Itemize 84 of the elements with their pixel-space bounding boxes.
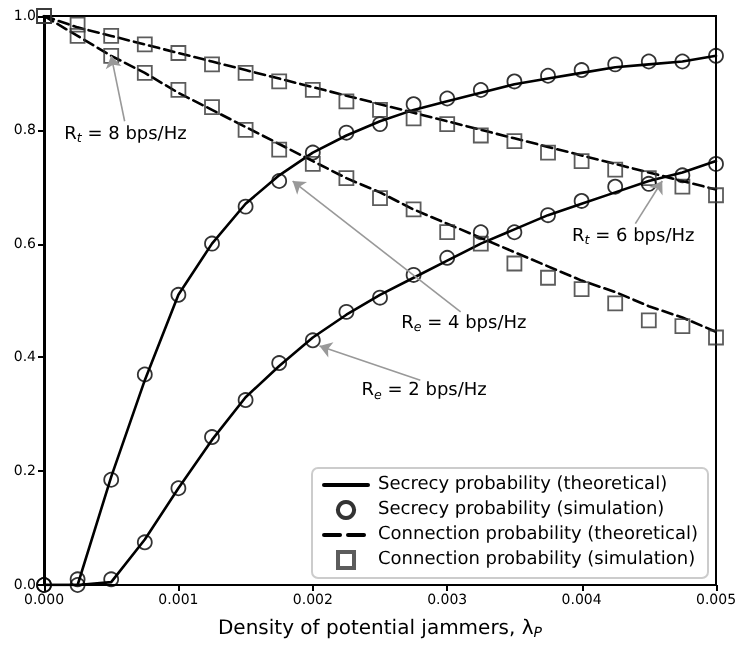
point (304, 82, 321, 98)
legend-label: Secrecy probability (simulation) (378, 500, 665, 520)
point (170, 480, 187, 497)
point (405, 201, 422, 218)
point (237, 121, 254, 138)
point (103, 471, 120, 488)
point (708, 156, 724, 172)
point (271, 355, 288, 371)
point (372, 289, 388, 306)
point (540, 144, 556, 161)
point (69, 577, 86, 593)
point (338, 124, 355, 141)
point (506, 224, 523, 241)
point (708, 187, 724, 204)
point (204, 99, 220, 115)
point (304, 144, 321, 161)
point (573, 153, 590, 169)
point (540, 67, 556, 84)
point (338, 170, 355, 187)
point (573, 193, 590, 209)
point (103, 47, 120, 64)
point (69, 571, 86, 588)
point (674, 178, 691, 195)
point (472, 82, 489, 98)
point (506, 255, 523, 272)
point (170, 82, 187, 98)
point (640, 170, 657, 187)
point (271, 173, 288, 189)
point (304, 156, 321, 172)
point (405, 267, 422, 283)
point (170, 45, 187, 61)
point (204, 429, 220, 445)
point (607, 56, 624, 73)
point (338, 93, 355, 110)
point (69, 28, 86, 44)
point (573, 281, 590, 298)
point (405, 110, 422, 127)
point (69, 16, 86, 33)
point (372, 116, 388, 133)
point (237, 65, 254, 81)
point (237, 198, 254, 215)
point (136, 65, 153, 81)
point (136, 366, 153, 383)
point (136, 534, 153, 551)
point (540, 207, 556, 224)
point (472, 127, 489, 144)
point (607, 161, 624, 178)
point (338, 303, 355, 320)
point (674, 318, 691, 335)
point (506, 133, 523, 150)
point (708, 329, 724, 346)
point (573, 62, 590, 78)
point (472, 235, 489, 252)
point (103, 28, 120, 44)
point (271, 73, 288, 90)
point (640, 175, 657, 192)
legend-label: Secrecy probability (theoretical) (378, 475, 668, 495)
point (372, 190, 388, 206)
point (607, 295, 624, 312)
point (472, 224, 489, 241)
point (540, 269, 556, 286)
point (103, 571, 120, 588)
point (405, 96, 422, 113)
point (372, 101, 388, 118)
point (708, 47, 724, 64)
point (674, 53, 691, 70)
point (439, 224, 456, 241)
legend-label: Connection probability (simulation) (378, 550, 696, 570)
point (439, 90, 456, 107)
point (204, 56, 220, 73)
point (271, 141, 288, 158)
point (439, 249, 456, 266)
point (136, 36, 153, 53)
point (439, 116, 456, 133)
point (607, 178, 624, 195)
point (204, 235, 220, 252)
point (640, 312, 657, 329)
point (237, 392, 254, 408)
point (506, 73, 523, 90)
point (170, 286, 187, 303)
legend-label: Connection probability (theoretical) (378, 525, 699, 545)
point (304, 332, 321, 349)
point (640, 53, 657, 70)
point (674, 167, 691, 184)
